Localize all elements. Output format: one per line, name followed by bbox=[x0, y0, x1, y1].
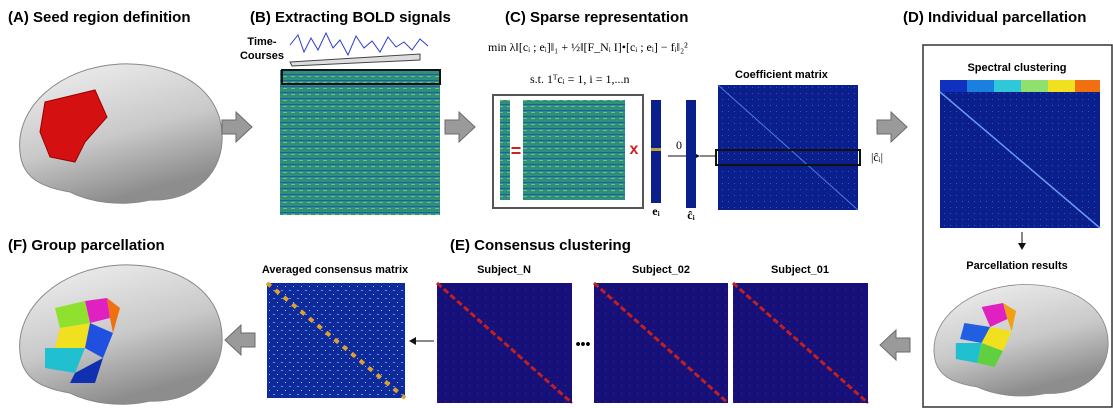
ellipsis: ••• bbox=[576, 336, 591, 352]
pointer bbox=[290, 54, 420, 66]
arrow bbox=[877, 112, 907, 142]
times-sign: x bbox=[630, 141, 639, 158]
arrow-head bbox=[1018, 243, 1026, 250]
c-column bbox=[651, 100, 661, 203]
subject-label: Subject_01 bbox=[771, 264, 829, 276]
diagram: (A) Seed region definition (B) Extractin… bbox=[0, 0, 1113, 408]
body: (A) Seed region definition (B) Extractin… bbox=[0, 0, 1113, 408]
coefficient-matrix-label: Coefficient matrix bbox=[735, 69, 829, 81]
spectral-clustering-label: Spectral clustering bbox=[967, 62, 1066, 74]
arrow-head bbox=[409, 337, 416, 345]
c-hat-column bbox=[686, 100, 696, 208]
abs-c-hat-label: |ĉᵢ| bbox=[871, 150, 883, 164]
panel-c-title: (C) Sparse representation bbox=[505, 9, 688, 26]
e-label: eᵢ bbox=[652, 204, 659, 218]
time-course-wave bbox=[290, 33, 428, 55]
c-column-mark bbox=[651, 148, 661, 151]
subject-label: Subject_N bbox=[477, 264, 531, 276]
equals-sign: = bbox=[511, 141, 522, 161]
time-courses-label: Time- bbox=[247, 36, 276, 48]
c-hat-label: ĉᵢ bbox=[687, 208, 694, 222]
brain-a bbox=[20, 64, 223, 203]
cluster-colorbar bbox=[940, 80, 1100, 92]
averaged-consensus-label: Averaged consensus matrix bbox=[262, 264, 409, 276]
page: Parcellation pipeline {"panels": { "A": … bbox=[0, 0, 1113, 408]
time-courses-label: Courses bbox=[240, 50, 284, 62]
arrow bbox=[222, 112, 252, 142]
zero-label: 0 bbox=[676, 138, 682, 152]
arrow bbox=[225, 325, 255, 355]
formula-constraint: s.t. 1ᵀcᵢ = 1, i = 1,...n bbox=[530, 72, 630, 86]
panel-d-title: (D) Individual parcellation bbox=[903, 9, 1086, 26]
brain-d bbox=[934, 285, 1108, 396]
f-column bbox=[500, 100, 510, 200]
bold-matrix bbox=[280, 70, 440, 215]
arrow bbox=[880, 330, 910, 360]
panel-e-title: (E) Consensus clustering bbox=[450, 237, 631, 254]
panel-a-title: (A) Seed region definition bbox=[8, 9, 191, 26]
panel-f-title: (F) Group parcellation bbox=[8, 237, 165, 254]
dictionary-matrix bbox=[523, 100, 625, 200]
formula-objective: min λ‖[cᵢ ; eᵢ]‖₁ + ½‖[F_Nᵢ I]•[cᵢ ; eᵢ]… bbox=[488, 40, 688, 54]
panel-b-title: (B) Extracting BOLD signals bbox=[250, 9, 451, 26]
subject-matrices bbox=[437, 283, 868, 403]
subject-label: Subject_02 bbox=[632, 264, 690, 276]
brain-f bbox=[20, 265, 223, 404]
parcellation-results-label: Parcellation results bbox=[966, 260, 1068, 272]
arrow bbox=[445, 112, 475, 142]
